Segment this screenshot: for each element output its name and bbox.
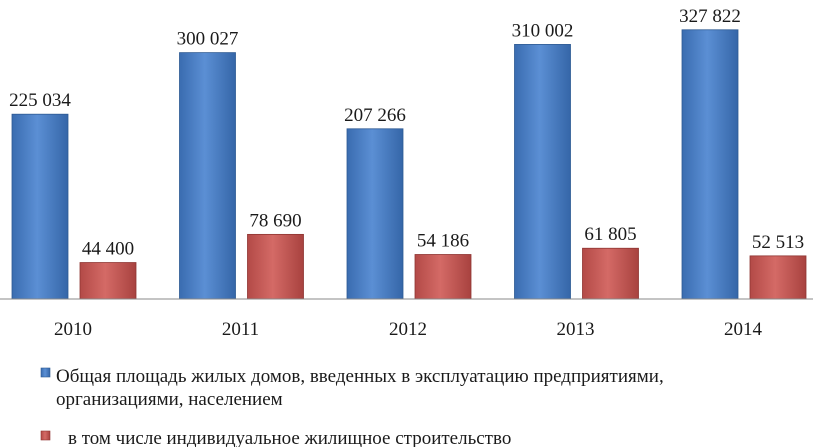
data-label-series-1-2014: 327 822 bbox=[679, 6, 741, 27]
data-label-series-2-2011: 78 690 bbox=[249, 210, 301, 231]
data-label-series-2-2010: 44 400 bbox=[82, 239, 134, 260]
data-label-series-2-2012: 54 186 bbox=[417, 231, 469, 252]
x-tick-label-2011: 2011 bbox=[222, 319, 259, 340]
bar-series-2-2014 bbox=[749, 255, 807, 300]
x-tick-label-2014: 2014 bbox=[724, 319, 763, 340]
bar-series-2-2013 bbox=[582, 247, 639, 300]
data-label-series-1-2010: 225 034 bbox=[9, 90, 71, 111]
data-label-series-2-2014: 52 513 bbox=[752, 232, 804, 253]
x-tick-label-2013: 2013 bbox=[557, 319, 595, 340]
bar-series-1-2010 bbox=[11, 113, 69, 300]
data-label-series-1-2013: 310 002 bbox=[512, 20, 574, 41]
legend-marker-series-2 bbox=[40, 430, 51, 441]
legend-label-series-1-line-1: Общая площадь жилых домов, введенных в э… bbox=[56, 366, 664, 387]
legend: Общая площадь жилых домов, введенных в э… bbox=[40, 366, 664, 447]
bars-layer: 225 034 44 400 300 027 78 690 207 266 54 186 3… bbox=[9, 6, 807, 300]
legend-label-series-1-line-2: организациями, населением bbox=[56, 389, 283, 410]
bar-series-2-2010 bbox=[79, 262, 137, 300]
x-tick-label-2012: 2012 bbox=[389, 319, 427, 340]
bar-series-1-2013 bbox=[514, 44, 571, 300]
x-tick-label-2010: 2010 bbox=[54, 319, 92, 340]
legend-marker-series-1 bbox=[40, 367, 51, 378]
data-label-series-2-2013: 61 805 bbox=[584, 224, 636, 245]
bar-series-2-2012 bbox=[414, 254, 472, 300]
data-label-series-1-2012: 207 266 bbox=[344, 105, 406, 126]
x-axis-tick-labels: 2010 2011 2012 2013 2014 bbox=[54, 319, 763, 340]
bar-series-1-2014 bbox=[681, 29, 739, 300]
bar-series-1-2011 bbox=[179, 52, 236, 300]
bar-series-2-2011 bbox=[247, 233, 304, 300]
data-label-series-1-2011: 300 027 bbox=[177, 29, 239, 50]
legend-label-series-2-line-1: в том числе индивидуальное жилищное стро… bbox=[68, 428, 511, 447]
bar-series-1-2012 bbox=[346, 128, 404, 300]
